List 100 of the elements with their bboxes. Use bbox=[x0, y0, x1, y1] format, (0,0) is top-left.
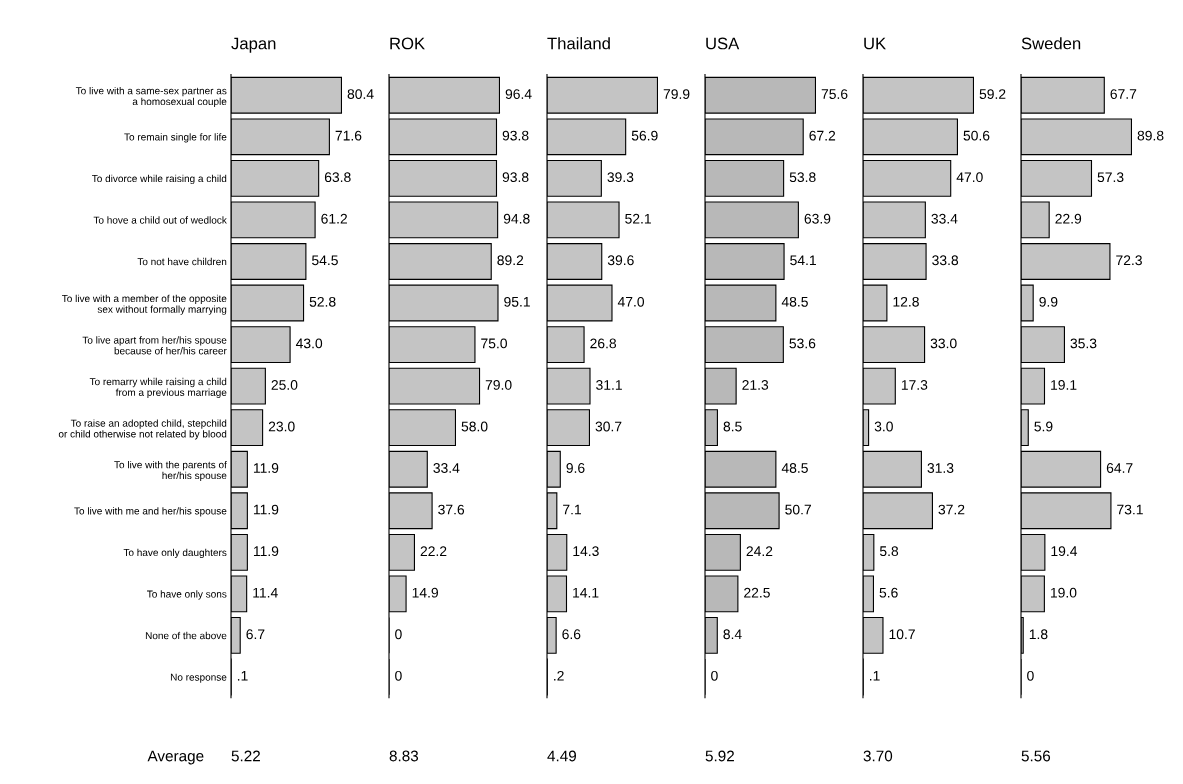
data-label: 47.0 bbox=[617, 296, 645, 307]
data-label: 53.8 bbox=[789, 172, 816, 183]
y-tick-label: To live with a same-sex partner as a homosexual couple bbox=[75, 86, 227, 108]
data-label: 39.3 bbox=[607, 172, 634, 183]
data-label: 30.7 bbox=[595, 421, 622, 432]
y-tick-label: To live with me and her/his spouse bbox=[74, 507, 227, 517]
data-label: 21.3 bbox=[742, 380, 769, 390]
chart-title: Sweden bbox=[1021, 37, 1081, 50]
data-label: 52.1 bbox=[625, 213, 651, 224]
data-label: 14.9 bbox=[412, 587, 438, 598]
y-tick-label: To live with the parents of her/his spouse bbox=[114, 460, 227, 482]
data-label: .1 bbox=[237, 671, 248, 681]
data-label: 67.2 bbox=[809, 130, 836, 141]
data-label: 72.3 bbox=[1116, 255, 1142, 266]
data-label: 58.0 bbox=[461, 421, 488, 432]
data-label: 52.8 bbox=[309, 296, 336, 307]
data-label: 56.9 bbox=[631, 130, 658, 141]
data-label: 37.2 bbox=[938, 504, 965, 515]
data-label: 0 bbox=[395, 670, 402, 681]
data-label: 26.8 bbox=[590, 338, 617, 349]
data-label: 0 bbox=[711, 670, 718, 681]
data-label: 10.7 bbox=[889, 629, 915, 640]
data-label: 73.1 bbox=[1117, 504, 1143, 515]
data-label: 47.0 bbox=[956, 172, 983, 183]
y-tick-label: To hove a child out of wedlock bbox=[93, 216, 227, 224]
chart-title: USA bbox=[706, 37, 740, 50]
data-label: 64.7 bbox=[1106, 463, 1133, 473]
data-label: 9.6 bbox=[566, 463, 585, 473]
data-label: 0 bbox=[1027, 670, 1034, 681]
data-label: 6.7 bbox=[246, 629, 265, 640]
data-label: 89.8 bbox=[1137, 130, 1164, 141]
y-tick-label: To live apart from her/his spouse because of her/his career bbox=[82, 336, 227, 355]
data-label: 80.4 bbox=[347, 89, 374, 99]
data-label: 59.2 bbox=[979, 89, 1006, 99]
data-label: 5.6 bbox=[879, 587, 898, 598]
data-label: 33.8 bbox=[932, 255, 959, 266]
text: 5.56 bbox=[1021, 750, 1051, 762]
data-label: 93.8 bbox=[502, 172, 529, 183]
data-label: 33.4 bbox=[433, 463, 460, 473]
text: 4.49 bbox=[547, 750, 577, 762]
data-label: 75.0 bbox=[481, 338, 507, 349]
data-label: .1 bbox=[870, 671, 880, 681]
data-label: 48.5 bbox=[781, 296, 808, 307]
y-tick-label: To have only daughters bbox=[123, 548, 227, 559]
data-label: 63.8 bbox=[324, 172, 351, 183]
data-label: 22.2 bbox=[420, 546, 447, 556]
data-label: 14.1 bbox=[573, 587, 599, 598]
data-label: 89.2 bbox=[497, 255, 524, 266]
data-label: 63.9 bbox=[804, 213, 831, 224]
chart-title: ROK bbox=[390, 37, 425, 50]
data-label: 0 bbox=[395, 629, 402, 640]
data-label: 94.8 bbox=[503, 213, 530, 224]
data-label: 19.4 bbox=[1051, 546, 1078, 557]
y-tick-label: To remarry while raising a child from a previous marriage bbox=[89, 377, 227, 398]
data-label: 5.9 bbox=[1034, 421, 1053, 432]
data-label: 35.3 bbox=[1070, 338, 1097, 349]
data-label: 11.9 bbox=[253, 546, 279, 557]
data-label: 57.3 bbox=[1097, 172, 1124, 183]
y-tick-label: To divorce while raising a child bbox=[92, 174, 227, 185]
y-tick-label: No response bbox=[170, 673, 227, 683]
data-label: 54.5 bbox=[312, 255, 338, 266]
data-label: 8.5 bbox=[723, 421, 742, 432]
data-label: 79.9 bbox=[663, 89, 690, 99]
y-tick-label: To have only sons bbox=[147, 590, 227, 600]
data-label: 37.6 bbox=[438, 504, 465, 515]
text: Average bbox=[147, 750, 204, 765]
data-label: 22.9 bbox=[1055, 213, 1082, 224]
data-label: 3.0 bbox=[874, 421, 893, 432]
data-label: 43.0 bbox=[295, 338, 323, 349]
data-label: 19.0 bbox=[1050, 587, 1077, 598]
data-label: 50.7 bbox=[785, 504, 811, 515]
data-label: 71.6 bbox=[335, 130, 362, 141]
data-label: 11.9 bbox=[253, 504, 279, 515]
data-label: 7.1 bbox=[563, 504, 581, 515]
data-label: 33.4 bbox=[931, 213, 958, 224]
data-label: 14.3 bbox=[573, 546, 599, 557]
data-label: 95.1 bbox=[504, 296, 530, 307]
data-label: 11.9 bbox=[253, 463, 279, 473]
data-label: 54.1 bbox=[790, 255, 816, 266]
data-label: 31.1 bbox=[596, 380, 622, 390]
data-label: 33.0 bbox=[930, 338, 957, 349]
data-label: 48.5 bbox=[781, 463, 808, 473]
data-label: 53.6 bbox=[789, 338, 816, 349]
y-tick-label: To raise an adopted child, stepchild or child otherwise not related by blood bbox=[58, 419, 227, 440]
data-label: 50.6 bbox=[963, 130, 990, 141]
y-tick-label: To not have children bbox=[137, 257, 227, 266]
text: 3.70 bbox=[863, 750, 893, 762]
data-label: 39.6 bbox=[607, 255, 634, 266]
data-label: 19.1 bbox=[1051, 380, 1077, 390]
data-label: 93.8 bbox=[502, 130, 529, 141]
data-label: 9.9 bbox=[1039, 296, 1058, 307]
chart-title: UK bbox=[864, 37, 886, 50]
data-label: 23.0 bbox=[268, 421, 295, 432]
chart-title: Japan bbox=[231, 37, 276, 53]
data-label: 17.3 bbox=[901, 380, 928, 390]
data-label: 22.5 bbox=[744, 587, 770, 598]
data-label: 11.4 bbox=[253, 587, 278, 598]
data-label: 8.4 bbox=[723, 629, 742, 640]
data-label: 67.7 bbox=[1110, 89, 1137, 99]
data-label: 12.8 bbox=[893, 296, 919, 307]
